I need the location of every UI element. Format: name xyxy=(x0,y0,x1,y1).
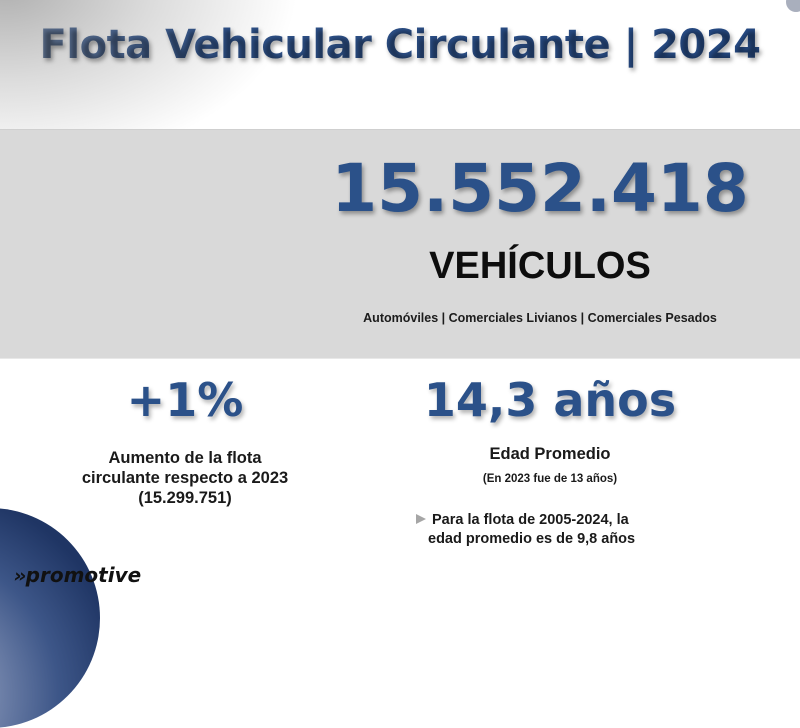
summary-band xyxy=(0,129,800,359)
age-bullet-line-2: edad promedio es de 9,8 años xyxy=(428,531,636,547)
triangle-right-icon xyxy=(416,513,426,524)
globe-decoration xyxy=(0,508,100,728)
age-bullet-line-1: Para la flota de 2005-2024, la xyxy=(432,512,629,528)
logo-text: promotive xyxy=(25,563,142,587)
average-age-value: 14,3 años xyxy=(423,373,677,427)
page-title: Flota Vehicular Circulante | 2024 xyxy=(0,22,800,68)
age-bullet-note: Para la flota de 2005-2024, la edad prom… xyxy=(416,511,696,549)
growth-description: Aumento de la flota circulante respecto … xyxy=(81,449,289,507)
total-vehicles-value: 15.552.418 xyxy=(331,150,749,227)
vehicle-categories: Automóviles | Comerciales Livianos | Com… xyxy=(363,311,717,325)
average-age-label: Edad Promedio xyxy=(489,445,611,463)
promotive-logo: ›› promotive xyxy=(14,563,141,587)
average-age-note: (En 2023 fue de 13 años) xyxy=(482,473,618,485)
page-title-text: Flota Vehicular Circulante | 2024 xyxy=(39,22,761,68)
growth-value: +1% xyxy=(126,373,244,427)
total-vehicles-label: VEHÍCULOS xyxy=(429,245,651,287)
logo-chevrons-icon: ›› xyxy=(14,565,27,587)
corner-dot-decoration xyxy=(786,0,800,12)
